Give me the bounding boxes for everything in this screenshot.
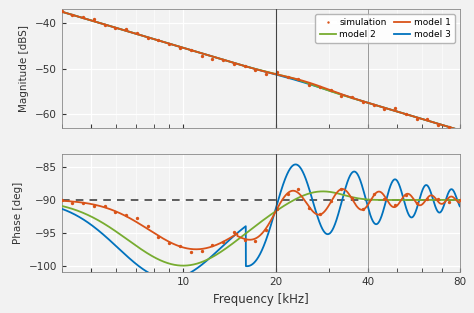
X-axis label: Frequency [kHz]: Frequency [kHz]: [213, 293, 309, 306]
Y-axis label: Phase [deg]: Phase [deg]: [13, 182, 23, 244]
Legend: simulation, model 2, model 1, model 3: simulation, model 2, model 1, model 3: [315, 14, 455, 43]
Y-axis label: Magnitude [dBS]: Magnitude [dBS]: [19, 25, 29, 112]
